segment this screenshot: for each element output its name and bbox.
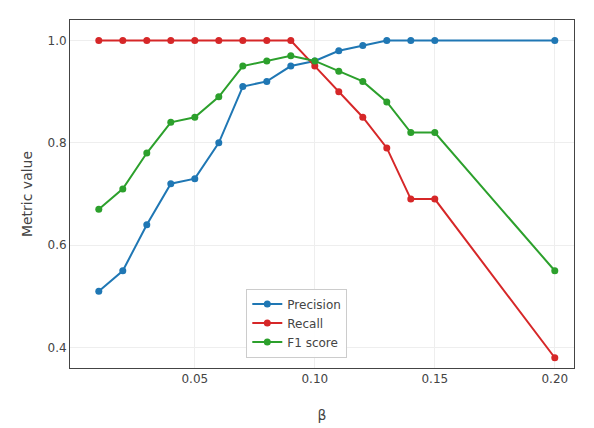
svg-text:Metric value: Metric value xyxy=(19,151,35,237)
svg-text:0.6: 0.6 xyxy=(48,238,67,252)
svg-text:0.15: 0.15 xyxy=(421,372,448,386)
svg-text:0.4: 0.4 xyxy=(48,341,67,355)
svg-text:Precision: Precision xyxy=(287,298,341,312)
svg-text:0.05: 0.05 xyxy=(181,372,208,386)
svg-text:1.0: 1.0 xyxy=(48,34,67,48)
svg-text:Recall: Recall xyxy=(287,317,323,331)
svg-text:β: β xyxy=(318,407,327,423)
svg-text:0.8: 0.8 xyxy=(48,136,67,150)
svg-text:0.10: 0.10 xyxy=(301,372,328,386)
svg-text:F1 score: F1 score xyxy=(287,336,338,350)
svg-text:0.20: 0.20 xyxy=(541,372,568,386)
